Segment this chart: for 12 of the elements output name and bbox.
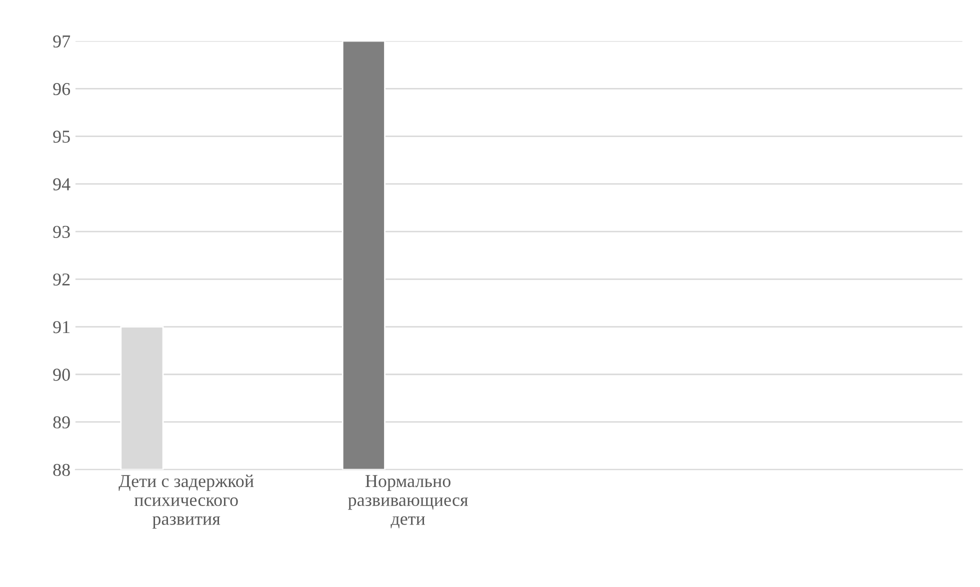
y-tick-label: 89 — [53, 416, 70, 428]
y-tick-label: 97 — [53, 35, 70, 48]
y-tick-label: 90 — [53, 368, 70, 381]
y-tick-label: 92 — [53, 273, 70, 286]
y-tick-label: 95 — [53, 130, 70, 143]
y-tick-label: 93 — [53, 226, 70, 238]
y-tick-label: 94 — [53, 178, 70, 190]
y-tick-label: 91 — [53, 321, 70, 334]
x-tick-label: Нормально развивающиеся дети — [348, 475, 468, 528]
y-tick-label: 88 — [53, 464, 70, 476]
x-tick-label: Дети с задержкой психического развития — [118, 474, 254, 529]
y-tick-label: 96 — [53, 83, 70, 96]
